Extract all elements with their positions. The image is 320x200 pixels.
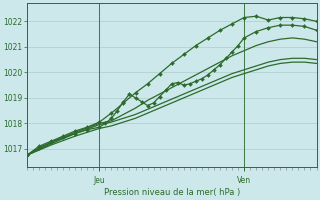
X-axis label: Pression niveau de la mer( hPa ): Pression niveau de la mer( hPa ) [104, 188, 240, 197]
